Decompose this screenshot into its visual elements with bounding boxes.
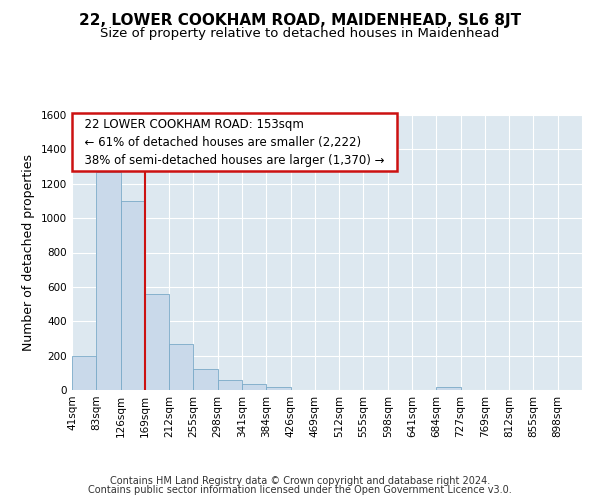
Y-axis label: Number of detached properties: Number of detached properties (22, 154, 35, 351)
Bar (436, 386, 461, 390)
Bar (218, 380, 242, 390)
Text: 22, LOWER COOKHAM ROAD, MAIDENHEAD, SL6 8JT: 22, LOWER COOKHAM ROAD, MAIDENHEAD, SL6 … (79, 12, 521, 28)
Bar (242, 384, 266, 390)
Text: Size of property relative to detached houses in Maidenhead: Size of property relative to detached ho… (100, 28, 500, 40)
Text: 22 LOWER COOKHAM ROAD: 153sqm  
  ← 61% of detached houses are smaller (2,222)  : 22 LOWER COOKHAM ROAD: 153sqm ← 61% of d… (77, 118, 392, 167)
Text: Contains HM Land Registry data © Crown copyright and database right 2024.: Contains HM Land Registry data © Crown c… (110, 476, 490, 486)
Bar (145, 294, 169, 390)
Bar (193, 368, 218, 390)
Bar (121, 201, 145, 390)
Bar (96, 172, 121, 390)
Bar (266, 386, 290, 390)
Bar (169, 344, 193, 390)
Text: Contains public sector information licensed under the Open Government Licence v3: Contains public sector information licen… (88, 485, 512, 495)
Bar (72, 356, 96, 390)
